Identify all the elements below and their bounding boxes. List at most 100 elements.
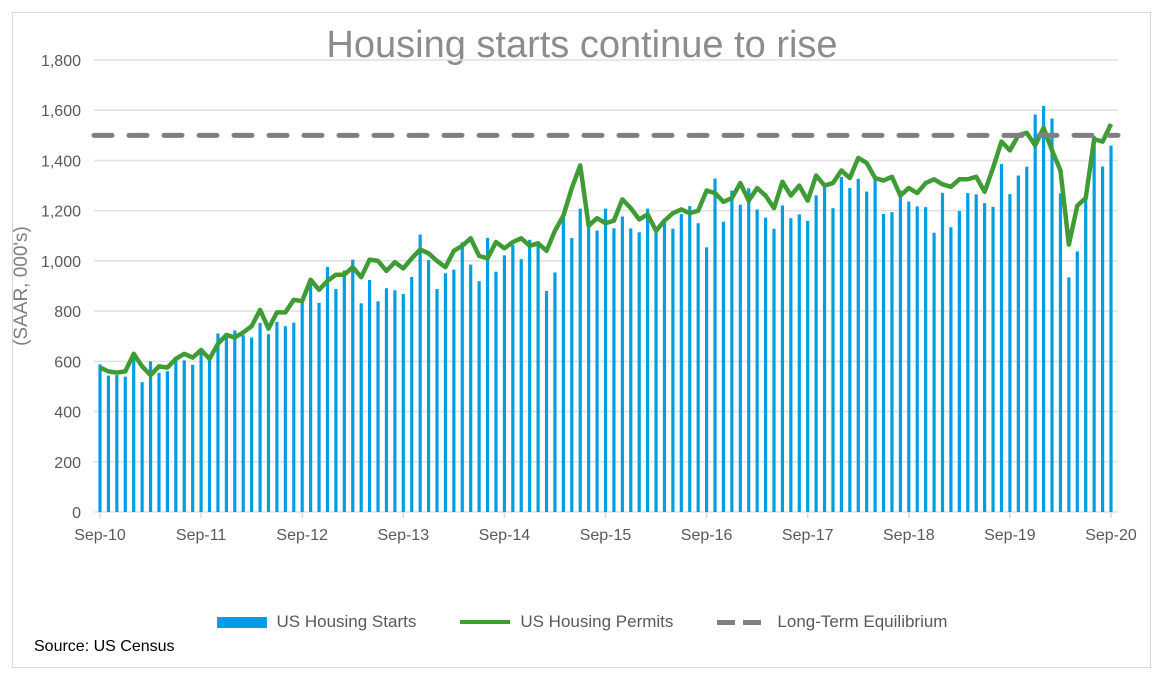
bar-housing-starts	[763, 217, 768, 512]
bar-housing-starts	[1016, 175, 1020, 512]
bar-housing-starts	[426, 260, 431, 512]
bar-housing-starts	[376, 301, 380, 512]
bar-housing-starts	[258, 322, 262, 512]
bar-housing-starts	[1058, 193, 1063, 512]
bar-housing-starts	[587, 220, 591, 512]
bar-housing-starts	[1025, 166, 1029, 512]
bar-housing-starts	[401, 294, 405, 512]
bar-housing-starts	[772, 228, 776, 512]
bar-housing-starts	[115, 375, 119, 512]
bar-housing-starts	[612, 228, 616, 512]
bar-housing-starts	[123, 376, 127, 512]
bar-housing-starts	[393, 290, 397, 512]
x-tick-label: Sep-19	[984, 527, 1036, 544]
x-tick-label: Sep-17	[782, 527, 834, 544]
bar-housing-starts	[1008, 194, 1012, 513]
source-note: Source: US Census	[34, 638, 175, 655]
legend-label: US Housing Starts	[276, 612, 417, 631]
bar-housing-starts	[1100, 166, 1105, 512]
bar-housing-starts	[865, 191, 869, 513]
bar-housing-starts	[822, 184, 827, 512]
y-tick-label: 1,800	[41, 53, 81, 70]
bar-housing-starts	[283, 326, 287, 512]
legend-item-starts: US Housing Starts	[216, 612, 417, 632]
bar-housing-starts	[957, 210, 961, 512]
bar-housing-starts	[207, 358, 212, 512]
bar-housing-starts	[637, 232, 641, 513]
bar-housing-starts	[932, 232, 936, 512]
bar-housing-starts	[1033, 114, 1037, 512]
bar-housing-starts	[831, 208, 835, 512]
bar-housing-starts	[384, 288, 389, 512]
bar-housing-starts	[603, 208, 608, 512]
bar-housing-starts	[646, 208, 650, 512]
y-tick-label: 400	[54, 405, 81, 422]
bar-housing-starts	[182, 360, 186, 512]
bar-housing-starts	[1042, 105, 1046, 512]
bar-housing-starts	[224, 337, 228, 512]
bar-housing-starts	[266, 334, 271, 512]
bar-housing-starts	[570, 238, 574, 512]
bar-housing-starts	[789, 218, 793, 512]
bar-housing-starts	[544, 291, 549, 512]
bar-housing-starts	[679, 214, 683, 512]
x-tick-label: Sep-11	[176, 527, 227, 544]
line-housing-permits	[99, 123, 1114, 378]
bar-housing-starts	[410, 276, 414, 512]
y-tick-label: 800	[54, 304, 81, 321]
bar-housing-starts	[460, 242, 464, 512]
bar-housing-starts	[705, 247, 709, 512]
bar-housing-starts	[738, 204, 742, 512]
x-tick-label: Sep-18	[883, 527, 935, 544]
bar-housing-starts	[233, 330, 237, 512]
bar-housing-starts	[250, 337, 254, 512]
bar-housing-starts	[485, 237, 490, 512]
bar-housing-starts	[730, 190, 734, 513]
bar-housing-starts	[873, 178, 877, 513]
x-tick-label: Sep-10	[74, 527, 126, 544]
bar-housing-starts	[662, 221, 667, 512]
bar-housing-starts	[907, 201, 911, 513]
bar-housing-starts	[368, 279, 372, 512]
bar-housing-starts	[898, 190, 902, 513]
legend-label: US Housing Permits	[520, 612, 674, 631]
bar-housing-starts	[629, 228, 633, 513]
bar-housing-starts	[300, 299, 304, 512]
bar-housing-starts	[721, 221, 726, 512]
legend-item-equilibrium: Long-Term Equilibrium	[717, 612, 947, 632]
bar-housing-starts	[924, 207, 928, 512]
legend-label: Long-Term Equilibrium	[777, 612, 948, 631]
bar-housing-starts	[351, 259, 355, 512]
bar-housing-starts	[132, 353, 136, 512]
bar-housing-starts	[839, 177, 843, 513]
bar-housing-starts	[435, 289, 439, 512]
x-tick-label: Sep-16	[681, 527, 733, 544]
bar-housing-starts	[511, 244, 515, 512]
bar-housing-starts	[325, 266, 330, 512]
bar-housing-starts	[174, 359, 178, 512]
bar-housing-starts	[806, 220, 810, 512]
bar-housing-starts	[1075, 251, 1079, 512]
chart-title: Housing starts continue to rise	[326, 24, 838, 66]
bar-housing-starts	[148, 361, 153, 512]
bar-housing-starts	[780, 205, 785, 513]
bar-housing-starts	[275, 321, 279, 512]
bar-housing-starts	[342, 270, 346, 512]
bar-housing-starts	[536, 241, 540, 512]
y-tick-label: 1,400	[41, 153, 81, 170]
y-tick-label: 1,200	[41, 204, 81, 221]
bar-housing-starts	[688, 206, 692, 512]
bar-housing-starts	[890, 212, 894, 512]
bar-housing-starts	[578, 208, 582, 512]
bar-housing-starts	[654, 232, 658, 512]
bar-housing-starts	[940, 192, 945, 513]
x-tick-label: Sep-15	[580, 527, 632, 544]
bar-housing-starts	[452, 269, 456, 512]
bar-housing-starts	[915, 206, 919, 513]
y-tick-label: 1,600	[41, 103, 81, 120]
bar-housing-starts	[797, 214, 801, 512]
bar-housing-starts	[359, 303, 363, 512]
bar-housing-starts	[519, 259, 523, 512]
bar-housing-starts	[106, 375, 111, 512]
